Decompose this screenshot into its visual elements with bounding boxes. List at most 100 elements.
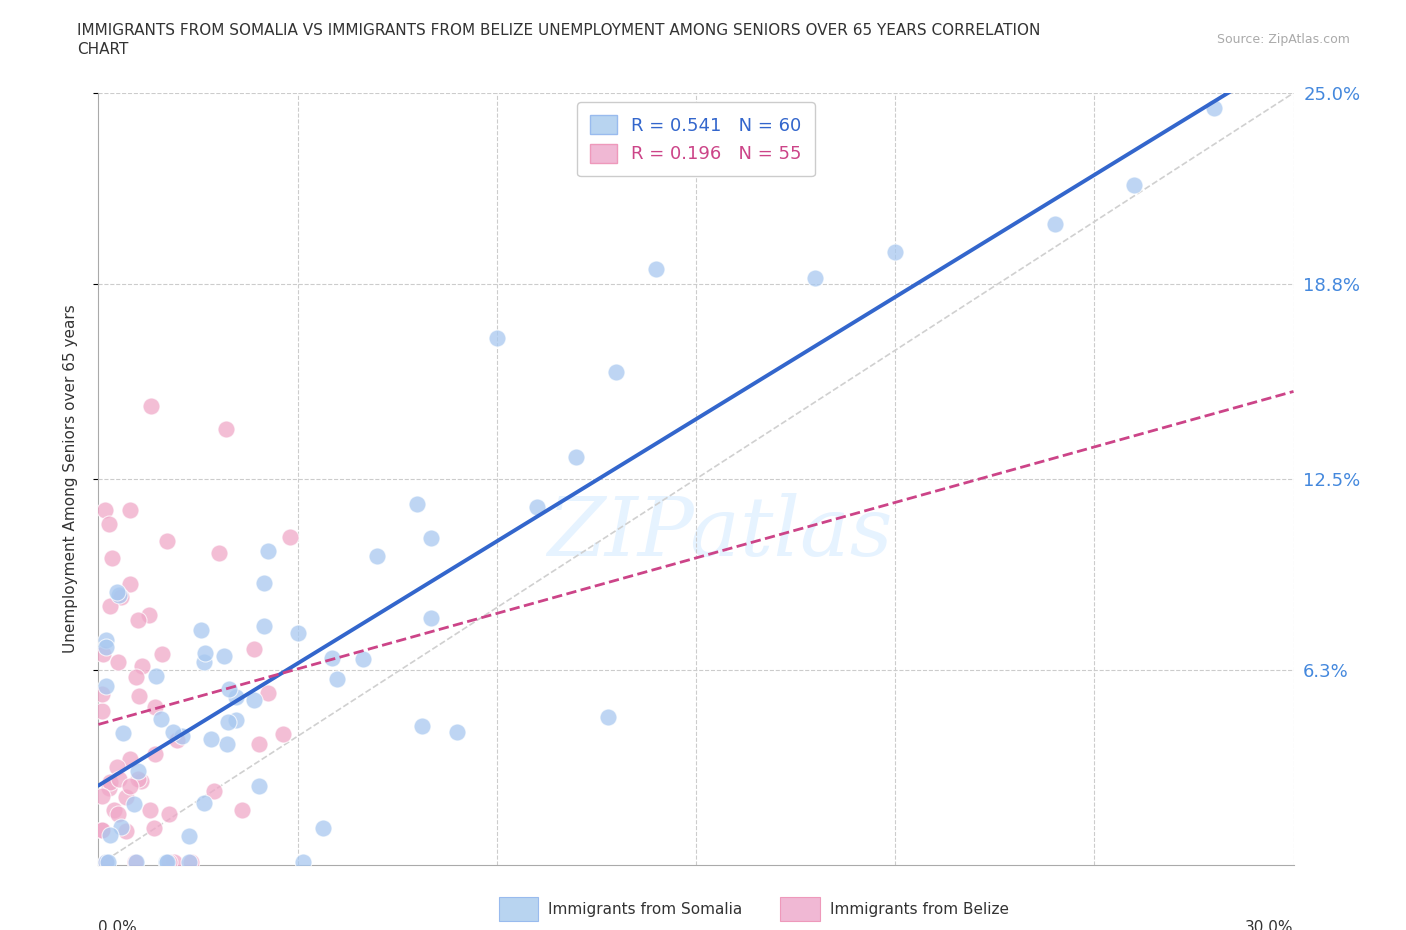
Point [127, 764, 149, 778]
Point [157, 806, 180, 821]
Point [98, 781, 121, 796]
Text: Immigrants from Somalia: Immigrants from Somalia [548, 902, 742, 917]
Point [145, 669, 167, 684]
Point [98, 599, 122, 614]
Point [93, 502, 115, 517]
Point [180, 855, 202, 870]
Point [105, 760, 128, 775]
Text: 0.0%: 0.0% [98, 921, 138, 930]
Point [96, 679, 118, 694]
Point [218, 682, 240, 697]
Point [1043, 216, 1066, 231]
Point [194, 645, 217, 660]
Point [128, 689, 150, 704]
Point [139, 398, 162, 413]
Point [200, 732, 222, 747]
Point [170, 729, 193, 744]
Point [105, 585, 128, 600]
Point [166, 732, 188, 747]
Point [287, 626, 309, 641]
Y-axis label: Unemployment Among Seniors over 65 years: Unemployment Among Seniors over 65 years [63, 305, 77, 654]
Point [142, 820, 165, 835]
Point [157, 855, 180, 870]
Point [645, 261, 668, 276]
Point [120, 778, 142, 793]
Point [257, 686, 280, 701]
Point [352, 652, 374, 667]
Point [193, 795, 215, 810]
Point [485, 331, 508, 346]
Point [253, 575, 276, 590]
Point [115, 823, 138, 838]
Point [98, 828, 121, 843]
Point [145, 746, 167, 761]
Point [138, 607, 160, 622]
Text: Immigrants from Belize: Immigrants from Belize [830, 902, 1008, 917]
Point [884, 244, 907, 259]
Point [107, 806, 129, 821]
Point [110, 590, 132, 604]
Point [120, 503, 142, 518]
Point [326, 671, 349, 686]
Point [411, 719, 433, 734]
Legend: R = 0.541   N = 60, R = 0.196   N = 55: R = 0.541 N = 60, R = 0.196 N = 55 [578, 102, 814, 176]
Point [247, 737, 270, 751]
Point [127, 772, 149, 787]
Point [215, 737, 238, 751]
Point [139, 803, 162, 817]
Point [225, 689, 247, 704]
Point [156, 855, 179, 870]
Point [125, 855, 148, 870]
Point [112, 726, 135, 741]
Point [225, 712, 247, 727]
Point [91, 789, 114, 804]
Point [1123, 178, 1146, 193]
Point [526, 499, 548, 514]
Point [150, 646, 173, 661]
Point [155, 855, 177, 870]
Point [122, 797, 145, 812]
Point [91, 686, 114, 701]
Point [446, 724, 468, 739]
Point [107, 654, 129, 669]
Point [1202, 101, 1225, 116]
Point [96, 855, 118, 870]
Point [208, 545, 231, 560]
Point [565, 450, 588, 465]
Point [143, 699, 166, 714]
Point [292, 855, 315, 870]
Point [177, 829, 200, 844]
Point [97, 855, 120, 870]
Text: CHART: CHART [77, 42, 129, 57]
Point [97, 517, 120, 532]
Point [120, 577, 142, 591]
Point [98, 775, 121, 790]
Point [91, 822, 114, 837]
Point [202, 783, 225, 798]
Point [108, 772, 131, 787]
Point [193, 655, 215, 670]
Point [231, 803, 253, 817]
Point [598, 710, 620, 724]
Point [243, 642, 266, 657]
Point [125, 670, 148, 684]
Point [177, 855, 200, 870]
Point [156, 534, 179, 549]
Point [605, 365, 627, 379]
Point [114, 790, 136, 804]
Point [190, 623, 212, 638]
Text: IMMIGRANTS FROM SOMALIA VS IMMIGRANTS FROM BELIZE UNEMPLOYMENT AMONG SENIORS OVE: IMMIGRANTS FROM SOMALIA VS IMMIGRANTS FR… [77, 23, 1040, 38]
Point [804, 271, 827, 286]
Point [214, 648, 236, 663]
Point [124, 855, 146, 870]
Text: ZIPatlas: ZIPatlas [547, 493, 893, 573]
Point [406, 497, 429, 512]
Point [217, 714, 239, 729]
Point [312, 821, 335, 836]
Point [103, 803, 125, 817]
Point [91, 647, 114, 662]
Point [131, 658, 153, 673]
Point [96, 855, 118, 870]
Point [321, 650, 343, 665]
Point [366, 548, 388, 563]
